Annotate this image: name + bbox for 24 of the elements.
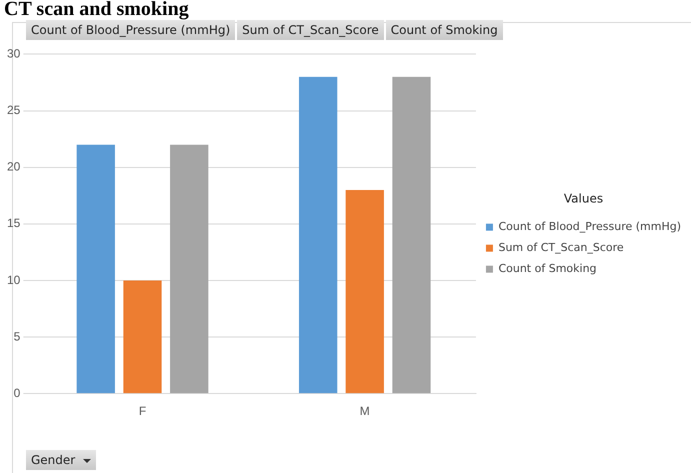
y-tick-label: 30 (6, 46, 21, 61)
text: Sum of CT_Scan_Score (242, 23, 379, 37)
y-tick-label: 0 (14, 386, 21, 400)
y-tick-label: 15 (6, 216, 21, 230)
text: Count of Blood_Pressure (mmHg) (31, 23, 230, 37)
text: Count of Smoking (390, 23, 498, 37)
y-tick-label: 20 (6, 160, 21, 174)
x-tick-label: F (138, 404, 146, 418)
bar (76, 144, 115, 394)
y-tick-label: 25 (6, 103, 21, 118)
legend-label: Sum of CT_Scan_Score (498, 241, 624, 254)
y-tick-label: 10 (6, 272, 21, 287)
bar (346, 190, 384, 394)
bar (123, 280, 162, 394)
bar (392, 76, 431, 394)
x-axis-title: Gender (26, 450, 96, 470)
legend-label: Count of Blood_Pressure (mmHg) (498, 220, 682, 234)
y-tick-label: 5 (14, 329, 21, 344)
legend-title: Values (564, 191, 604, 206)
bar (298, 76, 338, 394)
x-tick-label: M (360, 404, 370, 418)
bar (170, 144, 208, 394)
legend-label: Count of Smoking (498, 262, 597, 276)
chart-title: CT scan and smoking (4, 0, 189, 21)
